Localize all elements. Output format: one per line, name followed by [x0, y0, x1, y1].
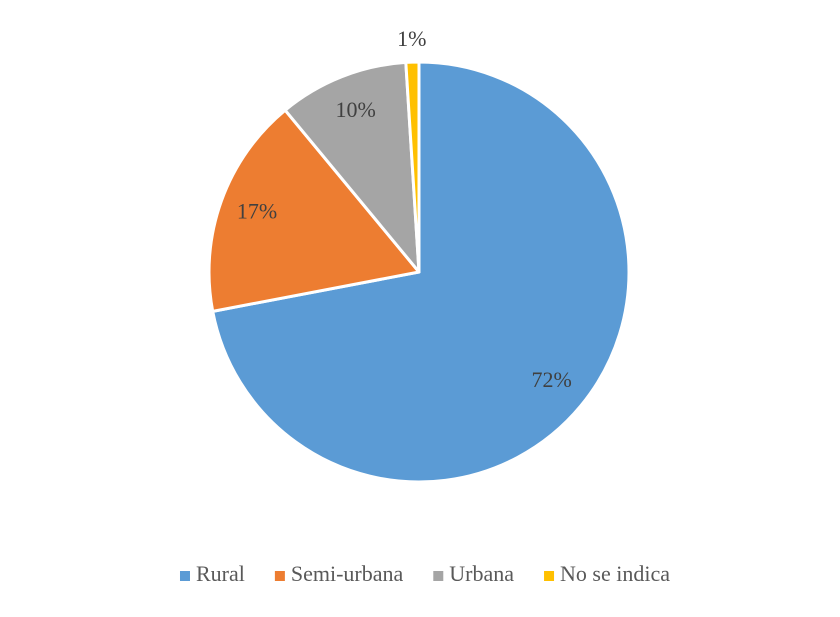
- legend-label: Rural: [196, 561, 245, 586]
- pie-slice: [207, 108, 421, 313]
- legend: Rural Semi-urbana Urbana No se indica: [179, 561, 670, 586]
- legend-label: Semi-urbana: [291, 561, 404, 586]
- legend-label: No se indica: [560, 561, 670, 586]
- value-label: 17%: [237, 199, 277, 224]
- pie-slice: [283, 60, 421, 274]
- pie-slice: [404, 60, 421, 274]
- value-label: 1%: [397, 26, 426, 51]
- legend-swatch: [274, 571, 285, 581]
- pie-slice: [211, 60, 631, 484]
- legend-swatch: [544, 571, 555, 581]
- legend-label: Urbana: [449, 561, 514, 586]
- legend-swatch: [433, 571, 444, 581]
- value-label: 10%: [335, 97, 375, 122]
- value-label: 72%: [532, 367, 572, 392]
- legend-swatch: [179, 571, 190, 581]
